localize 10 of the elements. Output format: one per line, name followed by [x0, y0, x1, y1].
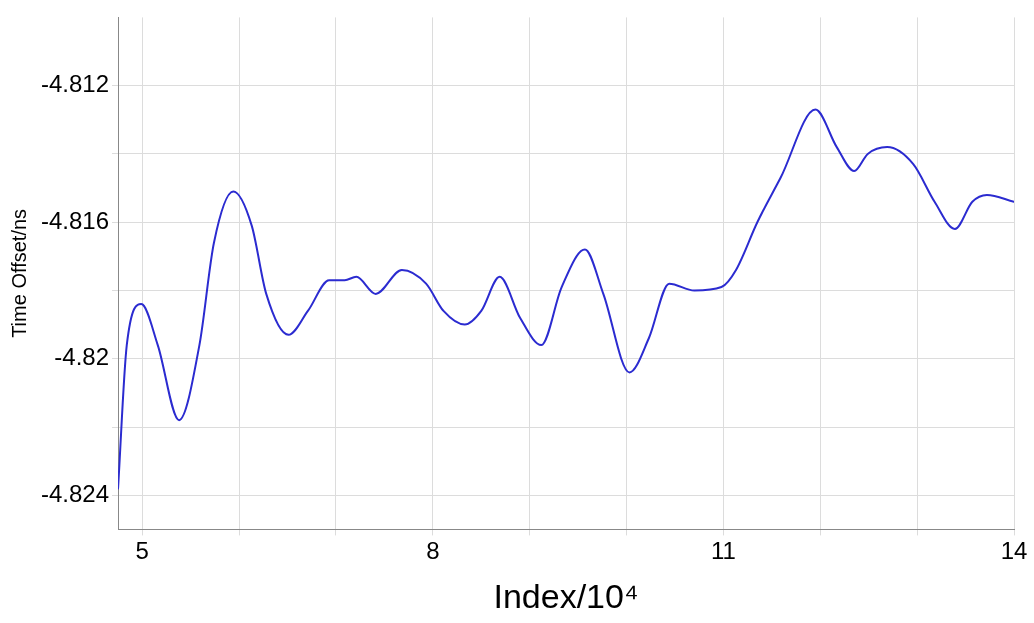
x-axis-title: Index/10⁴	[493, 576, 639, 615]
y-tick-label: -4.816	[40, 206, 110, 234]
x-tick-label: 11	[710, 537, 736, 565]
y-tick-label: -4.82	[54, 343, 110, 371]
x-tick-label: 14	[1000, 537, 1028, 565]
y-tick-label: -4.812	[40, 70, 110, 98]
y-tick-label: -4.824	[40, 479, 110, 507]
x-tick-label: 5	[135, 537, 149, 565]
x-tick-label: 8	[426, 537, 440, 565]
y-axis-title: Time Offset/ns	[7, 208, 30, 338]
